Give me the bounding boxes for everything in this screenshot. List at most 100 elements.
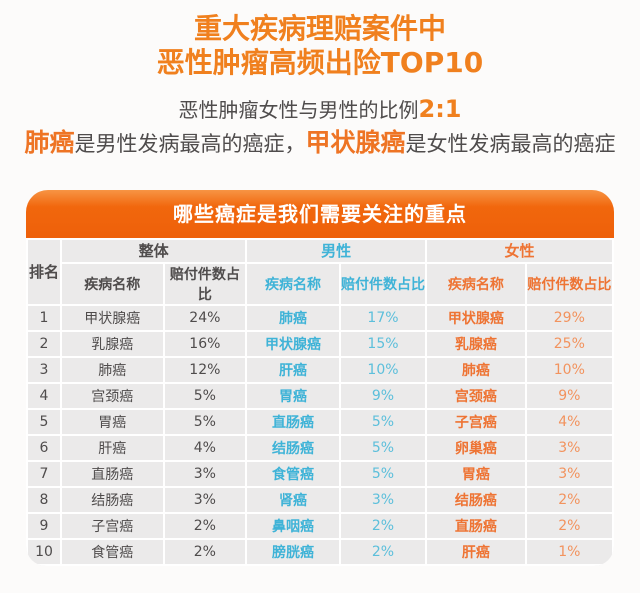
- male-disease-cell: 甲状腺癌: [245, 329, 341, 358]
- rank-cell: 10: [26, 537, 62, 566]
- overall-pct-cell: 3%: [162, 459, 248, 488]
- header-group-row: 排名 整体 男性 女性: [26, 237, 614, 306]
- overall-pct-cell: 3%: [162, 485, 248, 514]
- overall-pct-cell: 2%: [162, 511, 248, 540]
- female-pct-cell: 10%: [524, 355, 614, 384]
- male-pct-cell: 5%: [338, 407, 428, 436]
- male-pct-cell: 5%: [338, 433, 428, 462]
- male-disease-cell: 膀胱癌: [245, 537, 341, 566]
- female-disease-cell: 胃癌: [425, 459, 527, 488]
- female-pct-cell: 2%: [524, 511, 614, 540]
- female-disease-cell: 乳腺癌: [425, 329, 527, 358]
- table-header: 排名 整体 男性 女性 疾病名称 赔付件数占比 疾病名称 赔付件数占比 疾病名称…: [26, 237, 614, 306]
- table-row: 10 食管癌 2% 膀胱癌 2% 肝癌 1%: [26, 537, 614, 566]
- rank-cell: 9: [26, 511, 62, 540]
- cancer-table-card: 哪些癌症是我们需要关注的重点 排名 整体 男性 女: [26, 189, 614, 566]
- rank-cell: 7: [26, 459, 62, 488]
- rank-cell: 8: [26, 485, 62, 514]
- table-row: 9 子宫癌 2% 鼻咽癌 2% 直肠癌 2%: [26, 511, 614, 540]
- table-row: 4 宫颈癌 5% 胃癌 9% 宫颈癌 9%: [26, 381, 614, 410]
- male-pct-cell: 9%: [338, 381, 428, 410]
- page-title: 重大疾病理赔案件中 恶性肿瘤高频出险TOP10: [0, 0, 640, 79]
- overall-pct-cell: 5%: [162, 381, 248, 410]
- male-disease-cell: 肾癌: [245, 485, 341, 514]
- male-disease-cell: 鼻咽癌: [245, 511, 341, 540]
- table-row: 8 结肠癌 3% 肾癌 3% 结肠癌 2%: [26, 485, 614, 514]
- male-pct-cell: 17%: [338, 303, 428, 332]
- male-pct-cell: 2%: [338, 537, 428, 566]
- male-pct-cell: 5%: [338, 459, 428, 488]
- female-pct-cell: 4%: [524, 407, 614, 436]
- rank-cell: 2: [26, 329, 62, 358]
- header-group-male: 男性: [245, 237, 428, 264]
- rank-cell: 3: [26, 355, 62, 384]
- overall-pct-cell: 4%: [162, 433, 248, 462]
- male-pct-cell: 3%: [338, 485, 428, 514]
- male-pct-cell: 2%: [338, 511, 428, 540]
- female-disease-cell: 结肠癌: [425, 485, 527, 514]
- header-female-ratio: 赔付件数占比: [524, 261, 614, 306]
- header-overall-disease: 疾病名称: [59, 261, 165, 306]
- cancer-table-wrap: 排名 整体 男性 女性 疾病名称 赔付件数占比 疾病名称 赔付件数占比 疾病名称…: [26, 237, 614, 566]
- overall-pct-cell: 2%: [162, 537, 248, 566]
- subtitle-ratio: 恶性肿瘤女性与男性的比例2:1: [0, 94, 640, 125]
- subtitle-ratio-text: 恶性肿瘤女性与男性的比例: [178, 98, 419, 123]
- female-disease-cell: 卵巢癌: [425, 433, 527, 462]
- female-disease-cell: 宫颈癌: [425, 381, 527, 410]
- overall-disease-cell: 结肠癌: [59, 485, 165, 514]
- header-female-disease: 疾病名称: [425, 261, 527, 306]
- table-row: 1 甲状腺癌 24% 肺癌 17% 甲状腺癌 29%: [26, 303, 614, 332]
- header-male-ratio: 赔付件数占比: [338, 261, 428, 306]
- page-title-line2: 恶性肿瘤高频出险TOP10: [156, 45, 484, 79]
- female-pct-cell: 25%: [524, 329, 614, 358]
- header-group-overall: 整体: [59, 237, 248, 264]
- overall-disease-cell: 胃癌: [59, 407, 165, 436]
- male-pct-cell: 15%: [338, 329, 428, 358]
- header-rank: 排名: [26, 237, 62, 306]
- overall-disease-cell: 甲状腺癌: [59, 303, 165, 332]
- subtitle-male-top-cancer: 肺癌: [24, 128, 75, 158]
- male-disease-cell: 结肠癌: [245, 433, 341, 462]
- table-row: 6 肝癌 4% 结肠癌 5% 卵巢癌 3%: [26, 433, 614, 462]
- male-disease-cell: 胃癌: [245, 381, 341, 410]
- rank-cell: 5: [26, 407, 62, 436]
- rank-cell: 1: [26, 303, 62, 332]
- table-banner-title: 哪些癌症是我们需要关注的重点: [26, 189, 614, 238]
- subtitle-facts: 肺癌是男性发病最高的癌症，甲状腺癌是女性发病最高的癌症: [0, 127, 640, 160]
- subtitle-female-top-cancer: 甲状腺癌: [305, 128, 406, 158]
- subtitle-ratio-highlight: 2:1: [418, 95, 462, 124]
- female-pct-cell: 2%: [524, 485, 614, 514]
- female-disease-cell: 子宫癌: [425, 407, 527, 436]
- page-title-line1: 重大疾病理赔案件中: [193, 12, 446, 45]
- table-body: 1 甲状腺癌 24% 肺癌 17% 甲状腺癌 29% 2 乳腺癌 16% 甲状腺…: [26, 303, 614, 566]
- female-pct-cell: 9%: [524, 381, 614, 410]
- overall-pct-cell: 12%: [162, 355, 248, 384]
- male-disease-cell: 肺癌: [245, 303, 341, 332]
- overall-pct-cell: 24%: [162, 303, 248, 332]
- rank-cell: 4: [26, 381, 62, 410]
- female-disease-cell: 肝癌: [425, 537, 527, 566]
- subtitle-facts-text2: 是女性发病最高的癌症: [405, 132, 616, 157]
- overall-pct-cell: 5%: [162, 407, 248, 436]
- female-disease-cell: 甲状腺癌: [425, 303, 527, 332]
- male-disease-cell: 肝癌: [245, 355, 341, 384]
- overall-pct-cell: 16%: [162, 329, 248, 358]
- table-row: 7 直肠癌 3% 食管癌 5% 胃癌 3%: [26, 459, 614, 488]
- header-overall-ratio: 赔付件数占比: [162, 261, 248, 306]
- female-pct-cell: 1%: [524, 537, 614, 566]
- overall-disease-cell: 乳腺癌: [59, 329, 165, 358]
- overall-disease-cell: 肝癌: [59, 433, 165, 462]
- male-disease-cell: 直肠癌: [245, 407, 341, 436]
- table-row: 2 乳腺癌 16% 甲状腺癌 15% 乳腺癌 25%: [26, 329, 614, 358]
- subtitle-facts-text1: 是男性发病最高的癌症，: [74, 132, 306, 157]
- header-group-female: 女性: [425, 237, 614, 264]
- header-male-disease: 疾病名称: [245, 261, 341, 306]
- table-row: 3 肺癌 12% 肝癌 10% 肺癌 10%: [26, 355, 614, 384]
- male-pct-cell: 10%: [338, 355, 428, 384]
- overall-disease-cell: 子宫癌: [59, 511, 165, 540]
- header-sub-row: 疾病名称 赔付件数占比 疾病名称 赔付件数占比 疾病名称 赔付件数占比: [27, 261, 614, 306]
- table-row: 5 胃癌 5% 直肠癌 5% 子宫癌 4%: [26, 407, 614, 436]
- overall-disease-cell: 宫颈癌: [59, 381, 165, 410]
- female-pct-cell: 3%: [524, 459, 614, 488]
